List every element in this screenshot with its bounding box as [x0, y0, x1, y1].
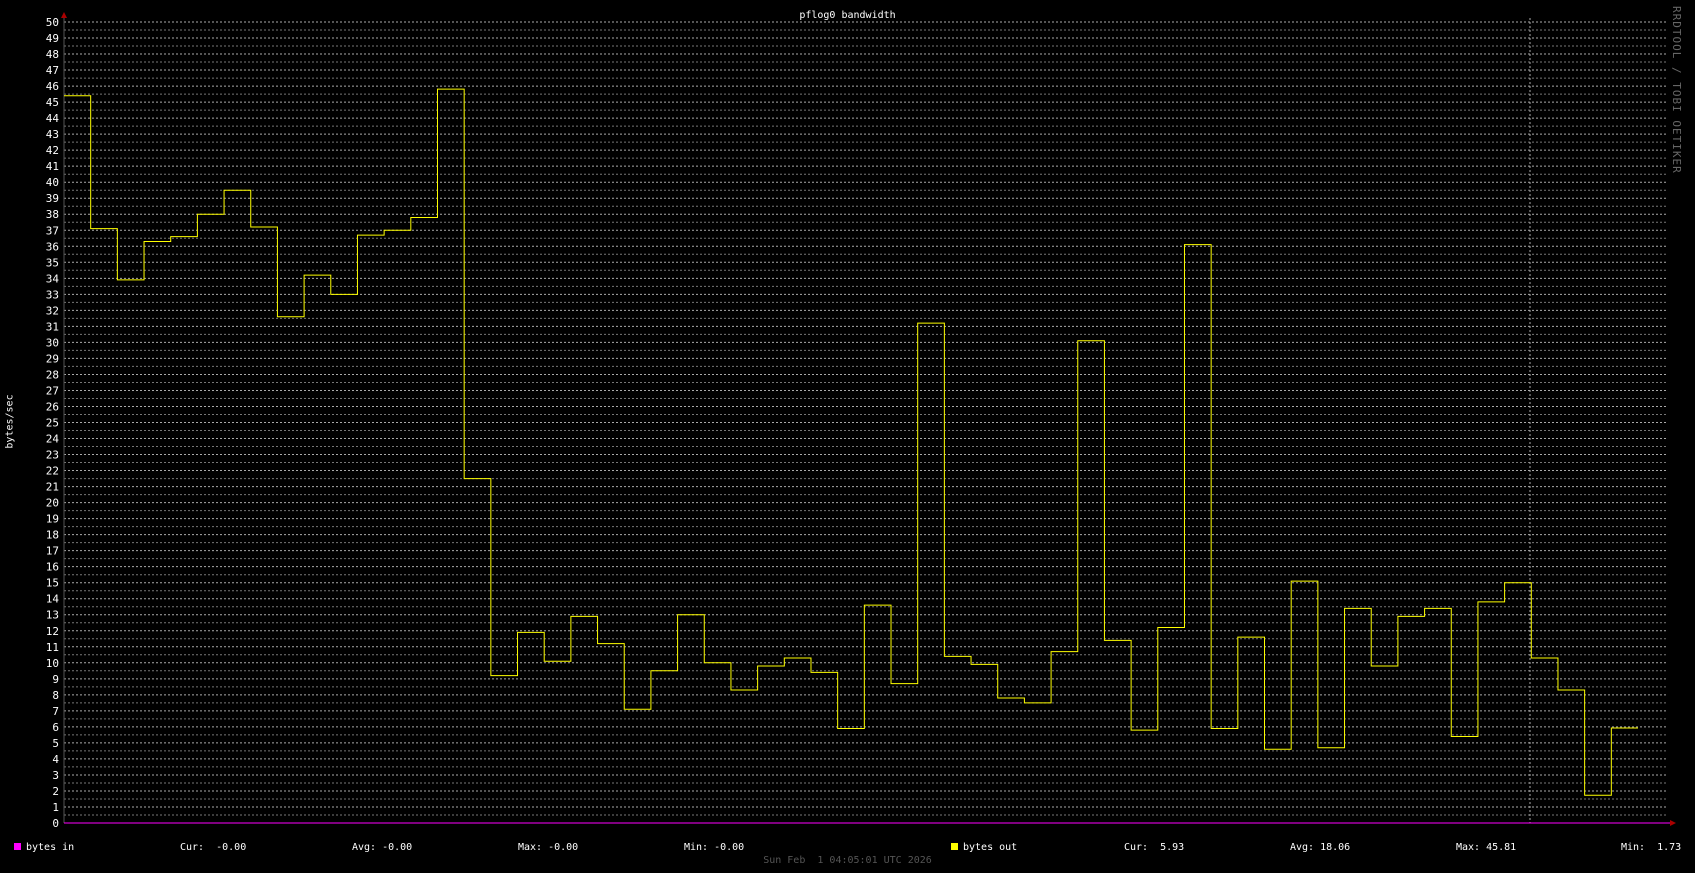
y-tick-label: 37 — [46, 224, 59, 237]
x-axis-arrow — [1670, 820, 1676, 826]
y-tick-label: 35 — [46, 256, 59, 269]
y-tick-label: 33 — [46, 288, 59, 301]
y-axis-arrow — [61, 12, 67, 18]
y-tick-label: 43 — [46, 128, 59, 141]
y-tick-label: 16 — [46, 561, 59, 574]
y-tick-label: 44 — [46, 112, 60, 125]
legend-cur: Cur: -0.00 — [180, 842, 247, 853]
y-tick-label: 19 — [46, 513, 59, 526]
legend-cur: Cur: 5.93 — [1124, 842, 1185, 853]
y-tick-label: 38 — [46, 208, 59, 221]
y-tick-label: 27 — [46, 384, 59, 397]
legend-swatch — [14, 843, 21, 850]
y-tick-label: 7 — [52, 705, 59, 718]
legend-avg: Avg: -0.00 — [352, 842, 413, 853]
chart-title: pflog0 bandwidth — [799, 10, 896, 21]
y-tick-label: 28 — [46, 368, 59, 381]
y-tick-label: 8 — [52, 689, 59, 702]
y-tick-label: 47 — [46, 64, 59, 77]
y-tick-label: 12 — [46, 625, 59, 638]
legend-swatch — [951, 843, 958, 850]
y-tick-label: 21 — [46, 481, 59, 494]
timestamp: Sun Feb 1 04:05:01 UTC 2026 — [763, 855, 932, 866]
y-tick-label: 0 — [52, 817, 59, 830]
y-tick-label: 32 — [46, 304, 59, 317]
y-tick-label: 15 — [46, 577, 59, 590]
y-tick-label: 4 — [52, 753, 59, 766]
y-tick-label: 2 — [52, 785, 59, 798]
series-bytes-out-line — [64, 88, 1638, 796]
y-tick-label: 25 — [46, 417, 59, 430]
y-tick-label: 30 — [46, 336, 59, 349]
y-tick-label: 45 — [46, 96, 59, 109]
y-tick-label: 3 — [52, 769, 59, 782]
y-tick-label: 34 — [46, 272, 60, 285]
y-tick-label: 10 — [46, 657, 59, 670]
y-tick-label: 50 — [46, 16, 59, 29]
legend-label: bytes out — [963, 842, 1018, 853]
legend-max: Max: -0.00 — [518, 842, 579, 853]
y-tick-label: 1 — [52, 801, 59, 814]
y-tick-label: 14 — [46, 593, 60, 606]
legend-min: Min: -0.00 — [684, 842, 745, 853]
y-tick-label: 20 — [46, 497, 59, 510]
legend-avg: Avg: 18.06 — [1290, 842, 1351, 853]
y-tick-label: 39 — [46, 192, 59, 205]
y-tick-label: 18 — [46, 529, 59, 542]
y-tick-label: 26 — [46, 400, 59, 413]
y-tick-label: 23 — [46, 449, 59, 462]
y-tick-label: 46 — [46, 80, 59, 93]
y-tick-label: 42 — [46, 144, 59, 157]
y-tick-label: 17 — [46, 545, 59, 558]
y-tick-label: 41 — [46, 160, 59, 173]
y-tick-label: 49 — [46, 32, 59, 45]
legend-min: Min: 1.73 — [1621, 842, 1682, 853]
y-tick-label: 6 — [52, 721, 59, 734]
y-tick-label: 31 — [46, 320, 59, 333]
y-tick-label: 22 — [46, 465, 59, 478]
legend-label: bytes in — [26, 842, 75, 853]
y-tick-label: 13 — [46, 609, 59, 622]
y-tick-label: 36 — [46, 240, 59, 253]
y-tick-label: 5 — [52, 737, 59, 750]
y-tick-label: 11 — [46, 641, 59, 654]
y-tick-label: 24 — [46, 433, 60, 446]
y-tick-label: 29 — [46, 352, 59, 365]
watermark: RRDTOOL / TOBI OETIKER — [1670, 6, 1683, 174]
legend-item-bytes-in: bytes in — [14, 842, 74, 853]
y-tick-label: 40 — [46, 176, 59, 189]
legend-max: Max: 45.81 — [1456, 842, 1517, 853]
y-tick-label: 9 — [52, 673, 59, 686]
y-axis-label: bytes/sec — [4, 394, 16, 449]
y-tick-label: 48 — [46, 48, 59, 61]
legend-item-bytes-out: bytes out — [951, 842, 1017, 853]
